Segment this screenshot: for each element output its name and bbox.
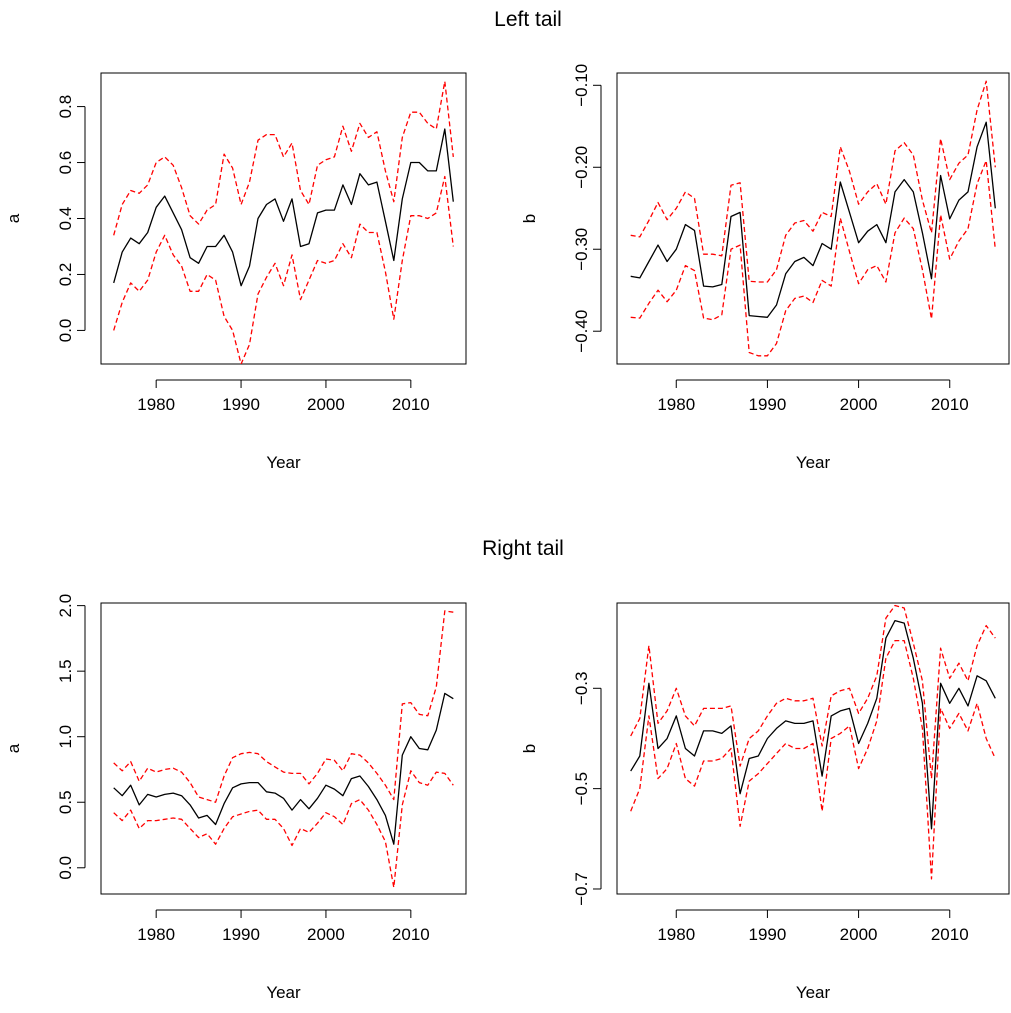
plot-frame xyxy=(100,602,467,895)
x-tick-label: 2010 xyxy=(392,395,430,414)
series-line-upper xyxy=(630,604,996,780)
series-group xyxy=(630,604,996,880)
y-axis-label: b xyxy=(520,214,539,223)
series-line-lower xyxy=(630,639,996,880)
y-tick-label: −0.3 xyxy=(572,672,591,706)
y-tick-label: −0.5 xyxy=(572,772,591,806)
series-group xyxy=(113,80,454,364)
series-line-lower xyxy=(113,770,454,889)
x-tick-label: 1990 xyxy=(222,925,260,944)
y-tick-label: −0.7 xyxy=(572,872,591,906)
y-tick-label: 0.6 xyxy=(56,151,75,175)
x-tick-label: 1980 xyxy=(137,925,175,944)
y-axis-label: a xyxy=(4,743,23,753)
panel-right-tail-a: 1980 1990 2000 2010 Year 0.0 0.5 1.0 1.5 2.0 a xyxy=(4,594,467,1002)
series-group xyxy=(113,610,454,889)
panel-right-tail-b: 1980 1990 2000 2010 Year −0.7 −0.5 −0.3 b xyxy=(520,602,1010,1002)
x-tick-label: 1990 xyxy=(749,925,787,944)
y-tick-label: −0.30 xyxy=(572,228,591,271)
x-tick-label: 1990 xyxy=(222,395,260,414)
series-line-estimate xyxy=(113,692,454,845)
x-tick-label: 1980 xyxy=(137,395,175,414)
series-line-lower xyxy=(113,175,454,364)
y-tick-label: 1.0 xyxy=(56,725,75,749)
y-tick-label: 0.5 xyxy=(56,790,75,814)
x-tick-label: 2000 xyxy=(307,395,345,414)
panel-left-tail-b: 1980 1990 2000 2010 Year −0.40 −0.30 −0.20 −0.10… xyxy=(520,64,1010,472)
series-line-estimate xyxy=(113,128,454,287)
x-tick-label: 2000 xyxy=(840,395,878,414)
x-tick-label: 2010 xyxy=(931,925,969,944)
series-line-estimate xyxy=(630,619,996,830)
x-axis-label: Year xyxy=(796,983,831,1002)
series-group xyxy=(630,80,996,357)
x-tick-label: 1980 xyxy=(657,925,695,944)
y-tick-label: 0.4 xyxy=(56,207,75,231)
series-line-upper xyxy=(113,610,454,803)
y-tick-label: −0.20 xyxy=(572,146,591,189)
y-tick-label: −0.40 xyxy=(572,310,591,353)
y-axis-label: a xyxy=(4,213,23,223)
series-line-upper xyxy=(113,80,454,236)
x-tick-label: 2000 xyxy=(840,925,878,944)
y-tick-label: 2.0 xyxy=(56,594,75,618)
x-tick-label: 2010 xyxy=(931,395,969,414)
x-axis-label: Year xyxy=(266,453,301,472)
series-line-estimate xyxy=(630,121,996,318)
x-tick-label: 2000 xyxy=(307,925,345,944)
y-axis-label: b xyxy=(520,744,539,753)
x-tick-label: 1990 xyxy=(749,395,787,414)
plot-frame xyxy=(100,72,467,365)
plot-frame xyxy=(616,602,1010,895)
panel-left-tail-a: 1980 1990 2000 2010 Year 0.0 0.2 0.4 0.6 0.8 a xyxy=(4,72,467,472)
series-line-upper xyxy=(630,80,996,283)
x-axis-label: Year xyxy=(796,453,831,472)
y-tick-label: −0.10 xyxy=(572,64,591,107)
x-tick-label: 2010 xyxy=(392,925,430,944)
x-axis-label: Year xyxy=(266,983,301,1002)
y-tick-label: 0.0 xyxy=(56,319,75,343)
row-title-left-tail: Left tail xyxy=(494,8,562,31)
x-tick-label: 1980 xyxy=(657,395,695,414)
series-line-lower xyxy=(630,160,996,357)
row-title-right-tail: Right tail xyxy=(482,537,564,560)
y-tick-label: 1.5 xyxy=(56,659,75,683)
y-tick-label: 0.0 xyxy=(56,856,75,880)
y-tick-label: 0.8 xyxy=(56,95,75,119)
y-tick-label: 0.2 xyxy=(56,263,75,287)
plot-frame xyxy=(616,72,1010,365)
